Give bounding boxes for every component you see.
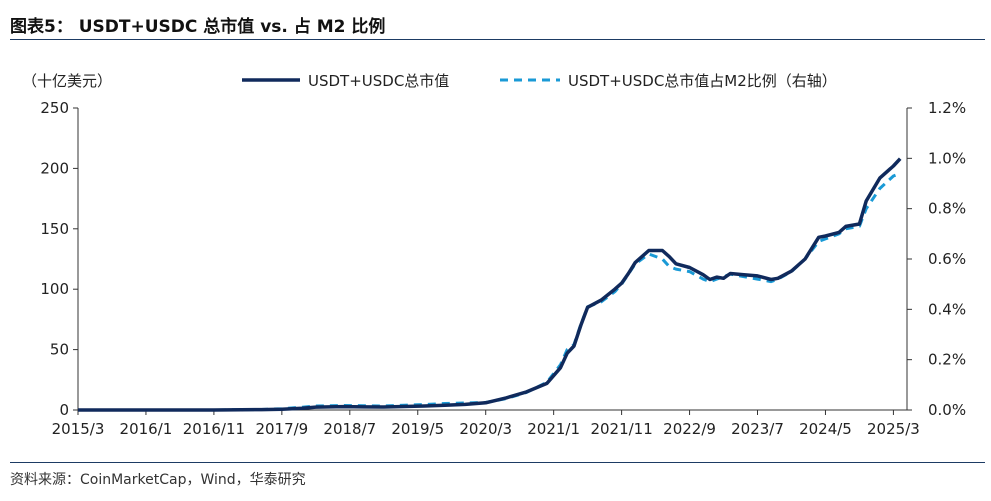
source-divider — [10, 462, 985, 463]
y2-tick-label: 0.2% — [928, 351, 966, 369]
x-tick-label: 2019/5 — [391, 420, 444, 438]
y-tick-label: 100 — [40, 280, 69, 298]
legend: USDT+USDC总市值 USDT+USDC总市值占M2比例（右轴） — [242, 72, 837, 90]
figure-title: 图表5： USDT+USDC 总市值 vs. 占 M2 比例 — [10, 17, 386, 37]
legend-label-market-cap: USDT+USDC总市值 — [308, 72, 449, 90]
x-tick-label: 2022/9 — [663, 420, 716, 438]
series-line-m2-ratio — [78, 171, 901, 412]
plot-area: 0 50 100 150 200 250 0.0% 0.2% 0.4% 0.6% 0.8% 1.0% 1… — [40, 99, 966, 438]
y2-tick-label: 1.2% — [928, 99, 966, 117]
title-divider — [10, 39, 985, 40]
x-tick-label: 2016/1 — [120, 420, 173, 438]
series-line-market-cap — [78, 157, 902, 412]
y2-tick-label: 0.0% — [928, 401, 966, 419]
x-tick-label: 2015/3 — [52, 420, 105, 438]
x-tick-label: 2016/11 — [183, 420, 245, 438]
x-tick-label: 2024/5 — [799, 420, 852, 438]
y-tick-label: 50 — [50, 341, 69, 359]
y2-tick-label: 1.0% — [928, 149, 966, 167]
line-chart: （十亿美元） USDT+USDC总市值 USDT+USDC总市值占M2比例（右轴… — [22, 72, 966, 438]
x-tick-label: 2021/11 — [590, 420, 652, 438]
x-tick-label: 2020/3 — [459, 420, 512, 438]
y-axis-title: （十亿美元） — [22, 72, 112, 90]
y-tick-label: 200 — [40, 159, 69, 177]
x-tick-label: 2018/7 — [323, 420, 376, 438]
x-tick-label: 2023/7 — [731, 420, 784, 438]
x-tick-label: 2021/1 — [527, 420, 580, 438]
y2-tick-label: 0.4% — [928, 300, 966, 318]
y2-tick-label: 0.6% — [928, 250, 966, 268]
left-axis-title: （十亿美元） — [22, 72, 112, 90]
y2-tick-label: 0.8% — [928, 200, 966, 218]
y-tick-label: 150 — [40, 220, 69, 238]
y-tick-label: 0 — [59, 401, 69, 419]
x-tick-label: 2017/9 — [255, 420, 308, 438]
x-tick-label: 2025/3 — [867, 420, 920, 438]
figure-source: 资料来源：CoinMarketCap，Wind，华泰研究 — [10, 472, 306, 488]
legend-label-m2-ratio: USDT+USDC总市值占M2比例（右轴） — [568, 72, 837, 90]
y-tick-label: 250 — [40, 99, 69, 117]
